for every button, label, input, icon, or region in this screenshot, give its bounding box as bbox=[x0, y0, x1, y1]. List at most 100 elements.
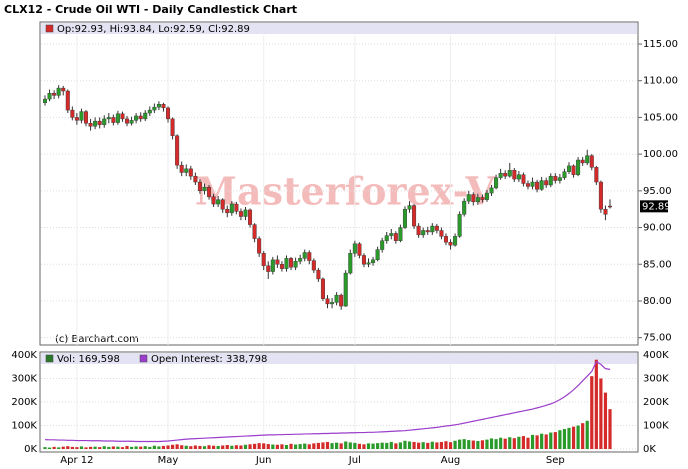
volume-bar bbox=[280, 444, 284, 449]
volume-bar bbox=[503, 438, 507, 449]
volume-bar bbox=[303, 443, 307, 449]
candle-body bbox=[330, 302, 335, 305]
volume-bar bbox=[467, 440, 471, 449]
volume-bar bbox=[439, 441, 444, 449]
candle-body bbox=[52, 93, 57, 96]
volume-bar bbox=[480, 440, 485, 449]
volume-bar bbox=[271, 444, 275, 449]
candle-body bbox=[407, 205, 412, 210]
volume-bar bbox=[230, 445, 234, 449]
volume-bar bbox=[93, 446, 97, 449]
volume-bar bbox=[221, 445, 225, 449]
candle-body bbox=[498, 173, 503, 178]
volume-bar bbox=[571, 426, 576, 449]
volume-bar bbox=[417, 442, 421, 449]
volume-bar bbox=[489, 438, 494, 449]
volume-bar bbox=[148, 446, 152, 449]
y-tick-label-left: 200K bbox=[11, 397, 37, 408]
volume-bar bbox=[435, 442, 439, 449]
candle-body bbox=[138, 115, 143, 120]
volume-bar bbox=[562, 429, 567, 449]
candle-body bbox=[111, 117, 116, 123]
y-tick-label: 90.00 bbox=[643, 223, 672, 234]
candle-body bbox=[170, 118, 175, 136]
candle-body bbox=[193, 175, 198, 183]
volume-bar bbox=[298, 444, 302, 449]
volume-bar bbox=[312, 443, 316, 449]
candle-body bbox=[125, 118, 130, 124]
candle-body bbox=[320, 278, 325, 299]
last-price-box bbox=[640, 200, 668, 213]
volume-bar bbox=[134, 446, 138, 449]
candle-body bbox=[412, 205, 417, 227]
candle-body bbox=[257, 238, 262, 254]
volume-bar bbox=[243, 444, 248, 449]
volume-bar bbox=[152, 445, 156, 449]
volume-bar bbox=[52, 446, 56, 449]
candle-body bbox=[134, 115, 139, 121]
y-tick-label: 75.00 bbox=[643, 333, 672, 344]
volume-header bbox=[41, 353, 637, 364]
volume-bar bbox=[79, 446, 84, 449]
volume-bar bbox=[189, 446, 193, 449]
candle-body bbox=[252, 224, 257, 239]
candle-body bbox=[284, 258, 289, 269]
volume-bar bbox=[84, 447, 88, 449]
y-tick-label: 100.00 bbox=[643, 149, 678, 160]
volume-bar bbox=[88, 446, 93, 449]
volume-bar bbox=[581, 423, 585, 449]
volume-bar bbox=[120, 447, 125, 449]
volume-bar bbox=[357, 443, 361, 449]
candle-body bbox=[279, 264, 284, 269]
volume-bar bbox=[180, 445, 184, 449]
volume-bar bbox=[380, 442, 384, 449]
y-tick-label-right: 300K bbox=[643, 374, 669, 385]
candle-body bbox=[202, 186, 207, 192]
candle-body bbox=[371, 259, 376, 263]
candle-body bbox=[106, 117, 111, 120]
candle-body bbox=[216, 199, 221, 205]
candle-body bbox=[475, 197, 480, 203]
volume-bar bbox=[476, 441, 480, 449]
volume-bar bbox=[257, 443, 261, 449]
volume-bar bbox=[307, 444, 311, 449]
candle-body bbox=[521, 174, 526, 184]
candle-body bbox=[598, 181, 603, 210]
volume-bar bbox=[107, 446, 111, 449]
candle-body bbox=[384, 235, 389, 241]
candle-body bbox=[553, 175, 558, 181]
volume-bar bbox=[175, 444, 179, 449]
volume-bar bbox=[275, 444, 279, 449]
candle-body bbox=[348, 253, 353, 274]
volume-bar bbox=[43, 447, 47, 449]
volume-bar bbox=[335, 442, 339, 449]
volume-bar bbox=[512, 438, 516, 449]
candle-body bbox=[184, 168, 189, 173]
ohlc-legend: Op:92.93, Hi:93.84, Lo:92.59, Cl:92.89 bbox=[57, 24, 250, 35]
volume-bar bbox=[234, 445, 238, 449]
x-tick-label: Jun bbox=[255, 455, 272, 465]
volume-bar bbox=[494, 439, 498, 449]
volume-bar bbox=[362, 444, 366, 449]
candle-body bbox=[65, 90, 70, 111]
volume-bar bbox=[471, 440, 475, 449]
y-tick-label: 110.00 bbox=[643, 76, 678, 87]
candle-body bbox=[466, 194, 471, 202]
volume-bar bbox=[184, 445, 188, 449]
candle-body bbox=[352, 243, 357, 254]
legend-label: Open Interest: 338,798 bbox=[151, 354, 267, 365]
watermark: Masterforex-V bbox=[195, 169, 497, 214]
volume-bar bbox=[116, 446, 120, 449]
candle-body bbox=[197, 181, 202, 192]
open-interest-line bbox=[44, 360, 611, 443]
candle-body bbox=[480, 197, 485, 200]
volume-bar bbox=[430, 441, 434, 449]
candle-body bbox=[380, 240, 385, 250]
volume-bar bbox=[66, 446, 70, 449]
volume-bar bbox=[139, 446, 143, 449]
candle-body bbox=[74, 117, 79, 121]
volume-bar bbox=[549, 432, 553, 449]
candle-body bbox=[425, 230, 430, 233]
volume-bar bbox=[289, 443, 293, 449]
volume-bar bbox=[608, 409, 612, 449]
